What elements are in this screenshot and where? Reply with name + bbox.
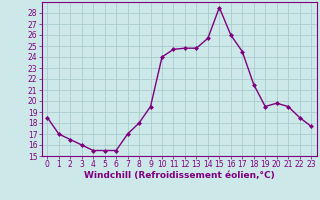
X-axis label: Windchill (Refroidissement éolien,°C): Windchill (Refroidissement éolien,°C) [84, 171, 275, 180]
